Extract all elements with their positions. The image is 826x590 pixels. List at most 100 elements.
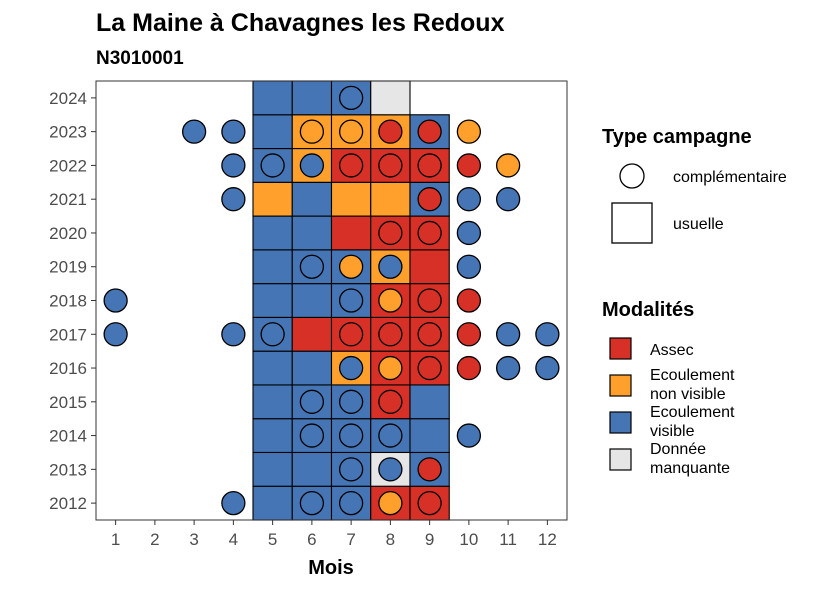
x-tick-label-2: 2	[150, 530, 159, 549]
complementaire-point-2012-6	[299, 490, 325, 516]
legend-label-usuelle: usuelle	[673, 216, 724, 233]
legend-fill-title: Modalités	[602, 299, 694, 321]
legend-swatch-V	[609, 411, 632, 434]
complementaire-point-2015-7	[338, 389, 364, 414]
complementaire-point-2012-7	[338, 490, 364, 516]
usuelle-cell-2024-8	[370, 80, 411, 116]
complementaire-point-2022-6	[299, 153, 325, 178]
complementaire-point-2016-9	[417, 355, 442, 381]
complementaire-point-2015-8	[378, 389, 403, 414]
complementaire-point-2019-10	[456, 254, 482, 279]
usuelle-cell-2021-6	[291, 181, 333, 217]
complementaire-point-2022-10	[456, 153, 482, 178]
legend-swatch-N	[609, 374, 632, 397]
complementaire-point-2024-7	[338, 85, 364, 111]
complementaire-point-2017-5	[260, 322, 285, 347]
complementaire-point-2017-9	[417, 322, 442, 347]
complementaire-point-2017-11	[495, 322, 521, 347]
complementaire-point-2013-7	[338, 457, 364, 482]
x-tick-label-3: 3	[189, 530, 198, 549]
complementaire-point-2018-8	[378, 288, 403, 313]
y-tick-label-2022: 2022	[49, 156, 87, 175]
x-tick-label-7: 7	[346, 530, 355, 549]
complementaire-point-2021-11	[495, 187, 521, 212]
complementaire-point-2023-8	[378, 119, 403, 144]
legend-swatch-M	[609, 448, 632, 471]
complementaire-point-2017-8	[378, 322, 403, 347]
complementaire-point-2023-10	[456, 119, 482, 144]
y-tick-label-2021: 2021	[49, 190, 87, 209]
complementaire-point-2023-9	[417, 119, 442, 144]
usuelle-cell-2020-6	[291, 215, 333, 251]
complementaire-point-2018-1	[103, 288, 128, 313]
plot-area: 1 2 3 4 5 6 7 8 9 10 11 122012201320142015201620172…	[49, 80, 568, 549]
usuelle-cell-2018-6	[291, 283, 333, 318]
y-tick-label-2019: 2019	[49, 258, 87, 277]
complementaire-point-2016-8	[378, 355, 403, 381]
usuelle-cell-2019-9	[409, 249, 450, 285]
complementaire-point-2023-3	[181, 119, 207, 144]
complementaire-point-2022-5	[260, 153, 285, 178]
complementaire-point-2019-6	[299, 254, 325, 279]
legend-label-complementaire: complémentaire	[673, 169, 787, 186]
y-tick-label-2013: 2013	[49, 460, 87, 479]
complementaire-point-2015-6	[299, 389, 325, 414]
legend-label-M: Donnée manquante	[650, 441, 730, 477]
complementaire-point-2021-10	[456, 187, 482, 212]
complementaire-point-2016-12	[535, 355, 560, 381]
x-tick-label-9: 9	[425, 530, 434, 549]
x-tick-label-10: 10	[459, 530, 478, 549]
complementaire-point-2014-8	[378, 423, 403, 448]
usuelle-cell-2013-5	[252, 451, 293, 487]
complementaire-point-2014-6	[299, 423, 325, 448]
y-tick-label-2018: 2018	[49, 292, 87, 311]
legend-modalites: Modalités Assec Ecoulement non visibleEcou…	[602, 299, 735, 477]
complementaire-point-2017-4	[221, 322, 246, 347]
y-tick-label-2016: 2016	[49, 359, 87, 378]
usuelle-cell-2014-5	[252, 418, 293, 454]
complementaire-point-2012-8	[378, 490, 403, 516]
complementaire-point-2016-11	[495, 355, 521, 381]
x-tick-label-1: 1	[111, 530, 120, 549]
usuelle-cell-2015-5	[252, 384, 293, 420]
y-tick-label-2012: 2012	[49, 494, 87, 513]
complementaire-point-2018-10	[456, 288, 482, 313]
x-tick-label-12: 12	[538, 530, 557, 549]
complementaire-point-2020-9	[417, 220, 442, 246]
usuelle-cell-2016-6	[291, 350, 333, 386]
usuelle-cell-2021-8	[370, 181, 411, 217]
complementaire-point-2021-4	[221, 187, 246, 212]
complementaire-point-2019-8	[378, 254, 403, 279]
usuelle-cell-2023-5	[252, 114, 293, 150]
complementaire-point-2022-11	[495, 153, 521, 178]
complementaire-point-2014-7	[338, 423, 364, 448]
y-tick-label-2015: 2015	[49, 393, 87, 412]
usuelle-cell-2012-5	[252, 485, 293, 521]
complementaire-point-2019-7	[338, 254, 364, 279]
complementaire-point-2020-10	[456, 220, 482, 246]
complementaire-point-2023-4	[221, 119, 246, 144]
legend-square-symbol	[611, 202, 653, 244]
complementaire-point-2022-9	[417, 153, 442, 178]
legend-label-V: Ecoulement visible	[650, 404, 735, 440]
y-tick-label-2023: 2023	[49, 123, 87, 142]
complementaire-point-2016-7	[338, 355, 364, 381]
complementaire-point-2014-10	[456, 423, 482, 448]
x-tick-label-6: 6	[307, 530, 316, 549]
y-tick-label-2020: 2020	[49, 224, 87, 243]
complementaire-point-2020-8	[378, 220, 403, 246]
complementaire-point-2022-4	[221, 153, 246, 178]
usuelle-cell-2016-5	[252, 350, 293, 386]
x-tick-label-11: 11	[499, 530, 517, 549]
complementaire-point-2023-7	[338, 119, 364, 144]
legend-label-A: Assec	[650, 342, 694, 359]
usuelle-cell-2020-5	[252, 215, 293, 251]
complementaire-point-2012-9	[417, 490, 442, 516]
complementaire-point-2017-10	[456, 322, 482, 347]
x-tick-label-5: 5	[268, 530, 277, 549]
usuelle-cell-2014-9	[409, 418, 450, 454]
usuelle-cell-2021-7	[330, 181, 372, 217]
legend-label-N: Ecoulement non visible	[650, 367, 735, 403]
usuelle-cell-2015-9	[409, 384, 450, 420]
